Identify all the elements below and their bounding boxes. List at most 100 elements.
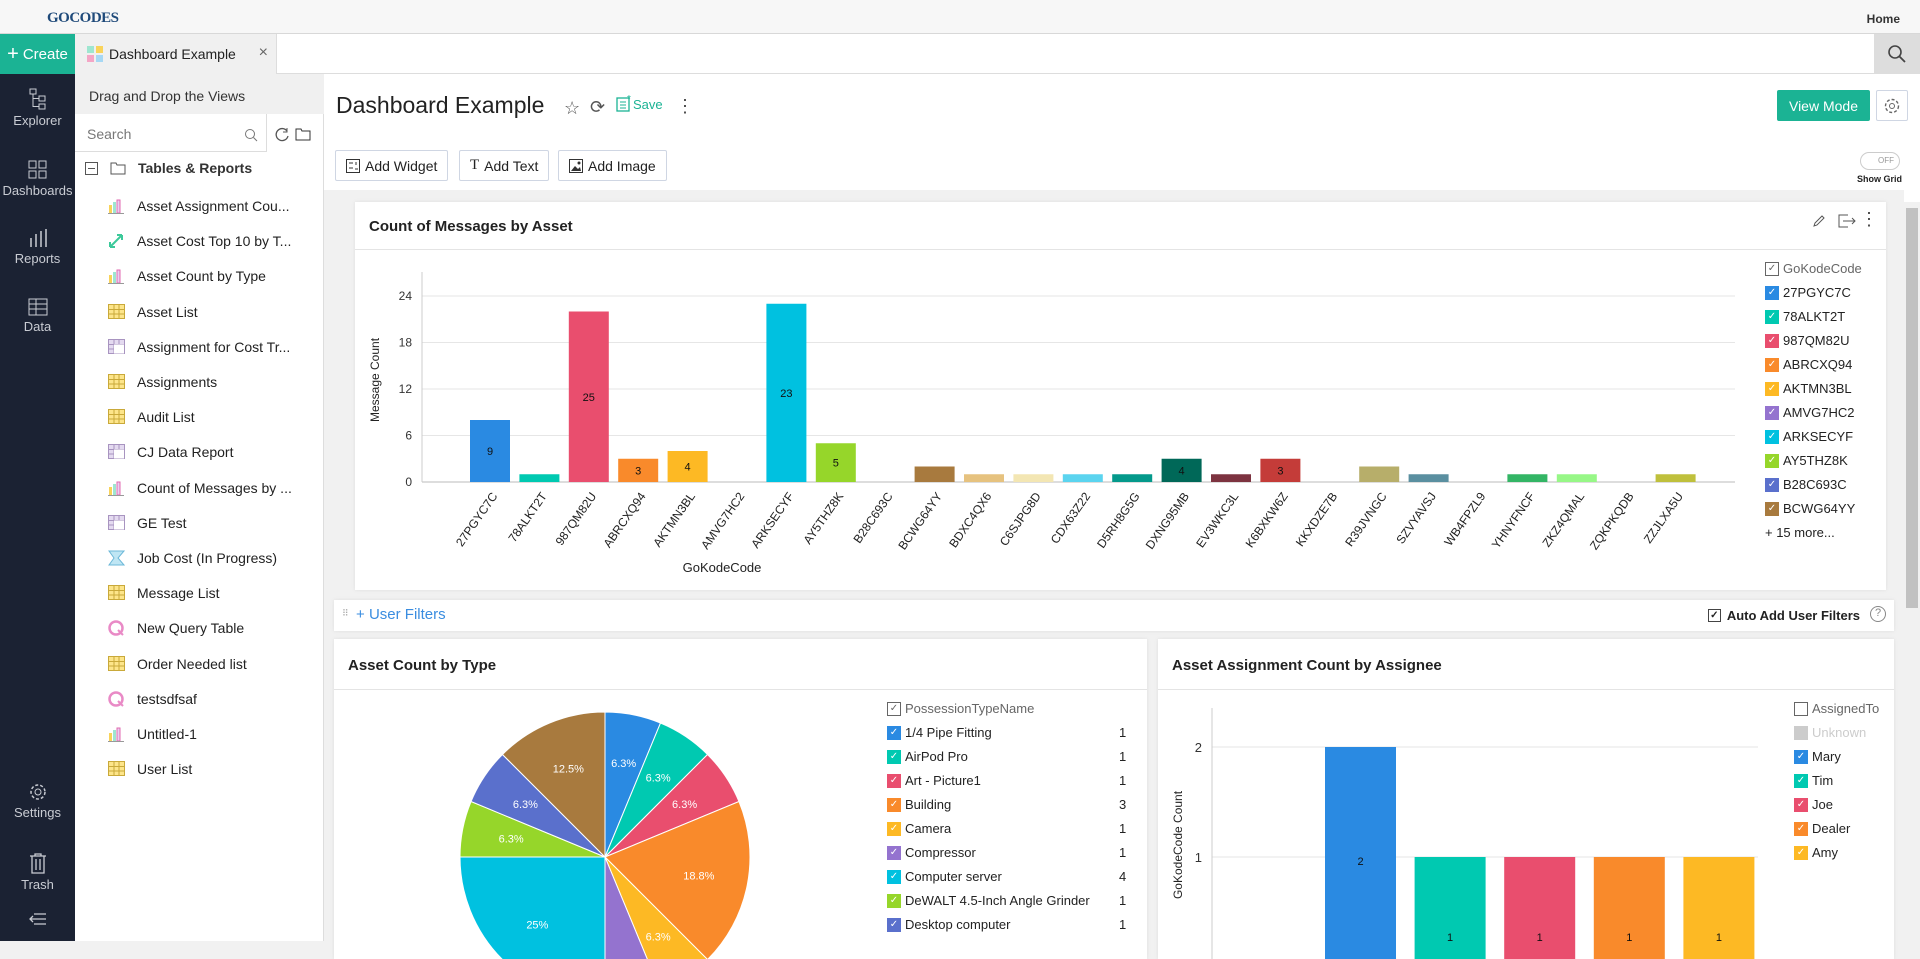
tree-item[interactable]: User List (108, 761, 192, 777)
dashboard-settings-button[interactable] (1876, 90, 1908, 121)
legend-item[interactable]: ✓ Building 3 (887, 797, 1126, 812)
tree-item[interactable]: testsdfsaf (108, 691, 197, 707)
home-link[interactable]: Home (1866, 12, 1900, 26)
view-mode-button[interactable]: View Mode (1777, 90, 1870, 121)
collapse-icon (28, 913, 46, 925)
legend-item[interactable]: ✓ Amy (1794, 845, 1838, 860)
legend-item[interactable]: ✓ AirPod Pro 1 (887, 749, 1126, 764)
views-search-input[interactable]: Search (75, 114, 267, 152)
legend-item[interactable]: ✓ Desktop computer 1 (887, 917, 1126, 932)
widget-asset-count-by-type[interactable]: Asset Count by Type 6.3% 6.3% 6.3% 18.8% 6.3… (334, 639, 1147, 959)
tree-item[interactable]: CJ Data Report (108, 444, 233, 460)
add-text-button[interactable]: T Add Text (459, 150, 550, 181)
legend-item[interactable]: ✓ ABRCXQ94 (1765, 357, 1852, 372)
export-icon[interactable] (1838, 214, 1856, 228)
legend-item[interactable]: ✓ 1/4 Pipe Fitting 1 (887, 725, 1126, 740)
legend-item[interactable]: ✓ Computer server 4 (887, 869, 1126, 884)
scrollbar-thumb[interactable] (1906, 208, 1918, 608)
help-icon[interactable]: ? (1870, 606, 1886, 622)
create-button[interactable]: + Create (0, 34, 75, 74)
tree-item[interactable]: Asset Cost Top 10 by T... (108, 233, 291, 249)
legend-more[interactable]: + 15 more... (1765, 525, 1835, 540)
create-label: Create (22, 45, 68, 63)
legend-item[interactable]: ✓ AMVG7HC2 (1765, 405, 1855, 420)
nav-settings[interactable]: Settings (0, 782, 75, 820)
nav-explorer[interactable]: Explorer (0, 88, 75, 128)
gocodes-logo[interactable]: GOCODES (47, 10, 119, 26)
add-widget-button[interactable]: Add Widget (335, 150, 449, 181)
nav-dashboards[interactable]: Dashboards (0, 160, 75, 198)
tree-item[interactable]: Untitled-1 (108, 726, 197, 742)
checkbox-checked-icon: ✓ (1765, 285, 1779, 300)
nav-reports[interactable]: Reports (0, 228, 75, 266)
tree-item[interactable]: New Query Table (108, 620, 244, 636)
legend-item[interactable]: ✓ AKTMN3BL (1765, 381, 1852, 396)
legend-header[interactable]: AssignedTo (1794, 701, 1879, 716)
close-icon[interactable]: × (258, 44, 268, 61)
nav-trash[interactable]: Trash (0, 852, 75, 892)
legend-item[interactable]: Unknown (1794, 725, 1866, 740)
tree-item[interactable]: Asset Count by Type (108, 268, 266, 285)
tree-item[interactable]: Message List (108, 585, 219, 601)
refresh-icon[interactable]: ⟳ (590, 97, 606, 117)
legend-item[interactable]: ✓ AY5THZ8K (1765, 453, 1848, 468)
add-user-filters-button[interactable]: + User Filters (356, 606, 446, 623)
legend-item[interactable]: ✓ 78ALKT2T (1765, 309, 1845, 324)
tree-item[interactable]: Count of Messages by ... (108, 480, 292, 496)
edit-pencil-icon[interactable] (1812, 214, 1826, 228)
tree-item[interactable]: Job Cost (In Progress) (108, 550, 277, 566)
legend-item[interactable]: ✓ Tim (1794, 773, 1833, 788)
legend-item[interactable]: ✓ Dealer (1794, 821, 1850, 836)
refresh-icon[interactable] (275, 127, 290, 142)
legend-item[interactable]: ✓ 987QM82U (1765, 333, 1849, 348)
folder-icon[interactable] (295, 127, 311, 141)
widget-count-of-messages[interactable]: Count of Messages by Asset ⋮ 0 6 12 18 24 9 27… (355, 202, 1886, 590)
tree-item[interactable]: Audit List (108, 409, 195, 425)
more-options-icon[interactable]: ⋮ (676, 96, 694, 116)
pie-slice (501, 711, 606, 859)
query-report-icon (108, 620, 124, 637)
legend-item[interactable]: ✓ Joe (1794, 797, 1833, 812)
add-image-button[interactable]: Add Image (558, 150, 667, 181)
tree-item[interactable]: Assignment for Cost Tr... (108, 338, 290, 355)
favorite-star-icon[interactable]: ☆ (564, 98, 581, 118)
show-grid-toggle[interactable]: OFF (1860, 152, 1900, 170)
tree-item[interactable]: Assignments (108, 374, 217, 390)
legend-label: ABRCXQ94 (1783, 357, 1853, 372)
tree-root-tables-reports[interactable]: Tables & Reports (85, 160, 252, 176)
legend-item[interactable]: ✓ ARKSECYF (1765, 429, 1853, 444)
drag-handle-icon[interactable]: ⠿ (342, 608, 349, 618)
save-button[interactable]: * Save (616, 94, 663, 112)
x-tick-label: DXNG95MB (1143, 490, 1192, 552)
legend-item[interactable]: ✓ Art - Picture1 1 (887, 773, 1126, 788)
widget-more-icon[interactable]: ⋮ (1860, 209, 1878, 229)
tree-item[interactable]: Asset List (108, 303, 198, 320)
collapse-minus-icon[interactable] (85, 161, 98, 175)
search-icon[interactable] (244, 128, 258, 142)
tree-item-label: User List (137, 761, 193, 778)
legend-item[interactable]: ✓ B28C693C (1765, 477, 1847, 492)
legend-item[interactable]: ✓ Camera 1 (887, 821, 1126, 836)
legend-item[interactable]: ✓ 27PGYC7C (1765, 285, 1851, 300)
legend-header[interactable]: ✓ GoKodeCode (1765, 261, 1862, 276)
legend-header[interactable]: ✓ PossessionTypeName (887, 701, 1034, 716)
checkbox-checked-icon: ✓ (1765, 429, 1779, 444)
collapse-nav-button[interactable] (0, 912, 75, 929)
legend-item[interactable]: ✓ DeWALT 4.5-Inch Angle Grinder 1 (887, 893, 1126, 908)
x-tick-label: AKTMN3BL (650, 489, 698, 549)
x-tick-label: WB4FPZL9 (1441, 489, 1488, 548)
legend-item[interactable]: ✓ BCWG64YY (1765, 501, 1855, 516)
global-search-button[interactable] (1874, 34, 1920, 74)
tab-dashboard-example[interactable]: Dashboard Example × (75, 34, 277, 74)
tree-item[interactable]: Order Needed list (108, 655, 247, 672)
legend-item[interactable]: ✓ Compressor 1 (887, 845, 1126, 860)
x-tick-label: BDXC4QX6 (946, 489, 994, 550)
tree-item[interactable]: GE Test (108, 514, 187, 531)
tree-item[interactable]: Asset Assignment Cou... (108, 198, 290, 214)
nav-data[interactable]: Data (0, 298, 75, 334)
dashboards-icon (28, 160, 46, 179)
x-tick-label: 987QM82U (553, 490, 600, 548)
legend-item[interactable]: ✓ Mary (1794, 749, 1841, 764)
auto-add-user-filters-checkbox[interactable]: ✓ Auto Add User Filters (1707, 608, 1860, 623)
